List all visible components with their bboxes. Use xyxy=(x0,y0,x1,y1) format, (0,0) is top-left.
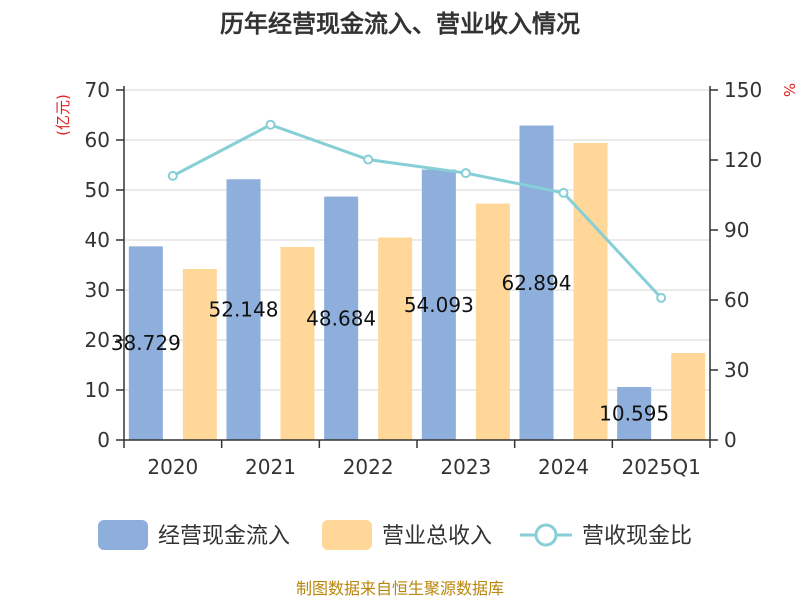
right-axis-tick-label: 120 xyxy=(724,148,762,172)
bar-1-4 xyxy=(573,143,608,440)
legend-label-1: 营业总收入 xyxy=(382,524,492,549)
line-point-0 xyxy=(167,170,178,181)
x-axis-tick-label: 2023 xyxy=(440,455,491,479)
bar-series xyxy=(128,125,706,440)
legend-label-2: 营收现金比 xyxy=(582,524,692,549)
legend-swatch-1 xyxy=(322,520,372,550)
axes: 0 10 20 30 40 50 60 70 0 30 60 90 120 150 2020 2021 2022… xyxy=(85,78,763,479)
data-label-2: 48.684 xyxy=(306,306,376,330)
data-label-1: 52.148 xyxy=(209,298,279,322)
right-axis-tick-label: 60 xyxy=(724,288,749,312)
line-point-4 xyxy=(558,187,569,198)
data-label-5: 10.595 xyxy=(599,402,669,426)
line-point-3 xyxy=(460,168,471,179)
x-axis-tick-label: 2024 xyxy=(538,455,589,479)
x-axis-tick-label: 2025Q1 xyxy=(621,455,700,479)
left-axis-tick-label: 40 xyxy=(85,228,110,252)
legend-label-0: 经营现金流入 xyxy=(158,524,290,549)
left-axis-tick-label: 20 xyxy=(85,328,110,352)
chart-title: 历年经营现金流入、营业收入情况 xyxy=(220,10,580,38)
bar-0-4 xyxy=(519,125,554,440)
x-axis-tick-label: 2021 xyxy=(245,455,296,479)
bar-1-5 xyxy=(671,353,706,440)
right-axis-tick-label: 90 xyxy=(724,218,749,242)
legend-swatch-0 xyxy=(98,520,148,550)
gridlines xyxy=(124,89,710,391)
line-point-5 xyxy=(656,292,667,303)
bar-1-3 xyxy=(475,203,510,440)
bar-0-3 xyxy=(421,169,456,440)
bar-0-2 xyxy=(324,196,359,440)
right-axis-tick-label: 0 xyxy=(724,428,737,452)
legend-marker-2 xyxy=(534,523,558,547)
right-axis-tick-label: 150 xyxy=(724,78,762,102)
data-label-0: 38.729 xyxy=(111,331,181,355)
left-axis-tick-label: 70 xyxy=(85,78,110,102)
left-axis-tick-label: 0 xyxy=(97,428,110,452)
line-series xyxy=(167,119,667,303)
left-axis-unit: (亿元) xyxy=(54,94,72,136)
bar-1-1 xyxy=(280,247,315,440)
bar-1-0 xyxy=(182,269,217,440)
data-labels: 38.729 52.148 48.684 54.093 62.894 10.595 xyxy=(111,271,669,426)
x-axis-tick-label: 2020 xyxy=(147,455,198,479)
bar-0-5 xyxy=(617,387,652,440)
left-axis-tick-label: 50 xyxy=(85,178,110,202)
line-point-2 xyxy=(363,154,374,165)
source-note: 制图数据来自恒生聚源数据库 xyxy=(296,579,504,598)
bar-0-0 xyxy=(128,246,163,440)
bar-0-1 xyxy=(226,179,261,440)
line-point-1 xyxy=(265,119,276,130)
data-label-3: 54.093 xyxy=(404,293,474,317)
legend: 经营现金流入 营业总收入 营收现金比 xyxy=(98,520,692,550)
left-axis-tick-label: 60 xyxy=(85,128,110,152)
left-axis-tick-label: 10 xyxy=(85,378,110,402)
right-axis-tick-label: 30 xyxy=(724,358,749,382)
data-label-4: 62.894 xyxy=(502,271,572,295)
left-axis-tick-label: 30 xyxy=(85,278,110,302)
x-axis-tick-label: 2022 xyxy=(343,455,394,479)
right-axis-unit: % xyxy=(780,83,798,97)
line-2 xyxy=(172,123,663,299)
bar-1-2 xyxy=(378,237,413,440)
